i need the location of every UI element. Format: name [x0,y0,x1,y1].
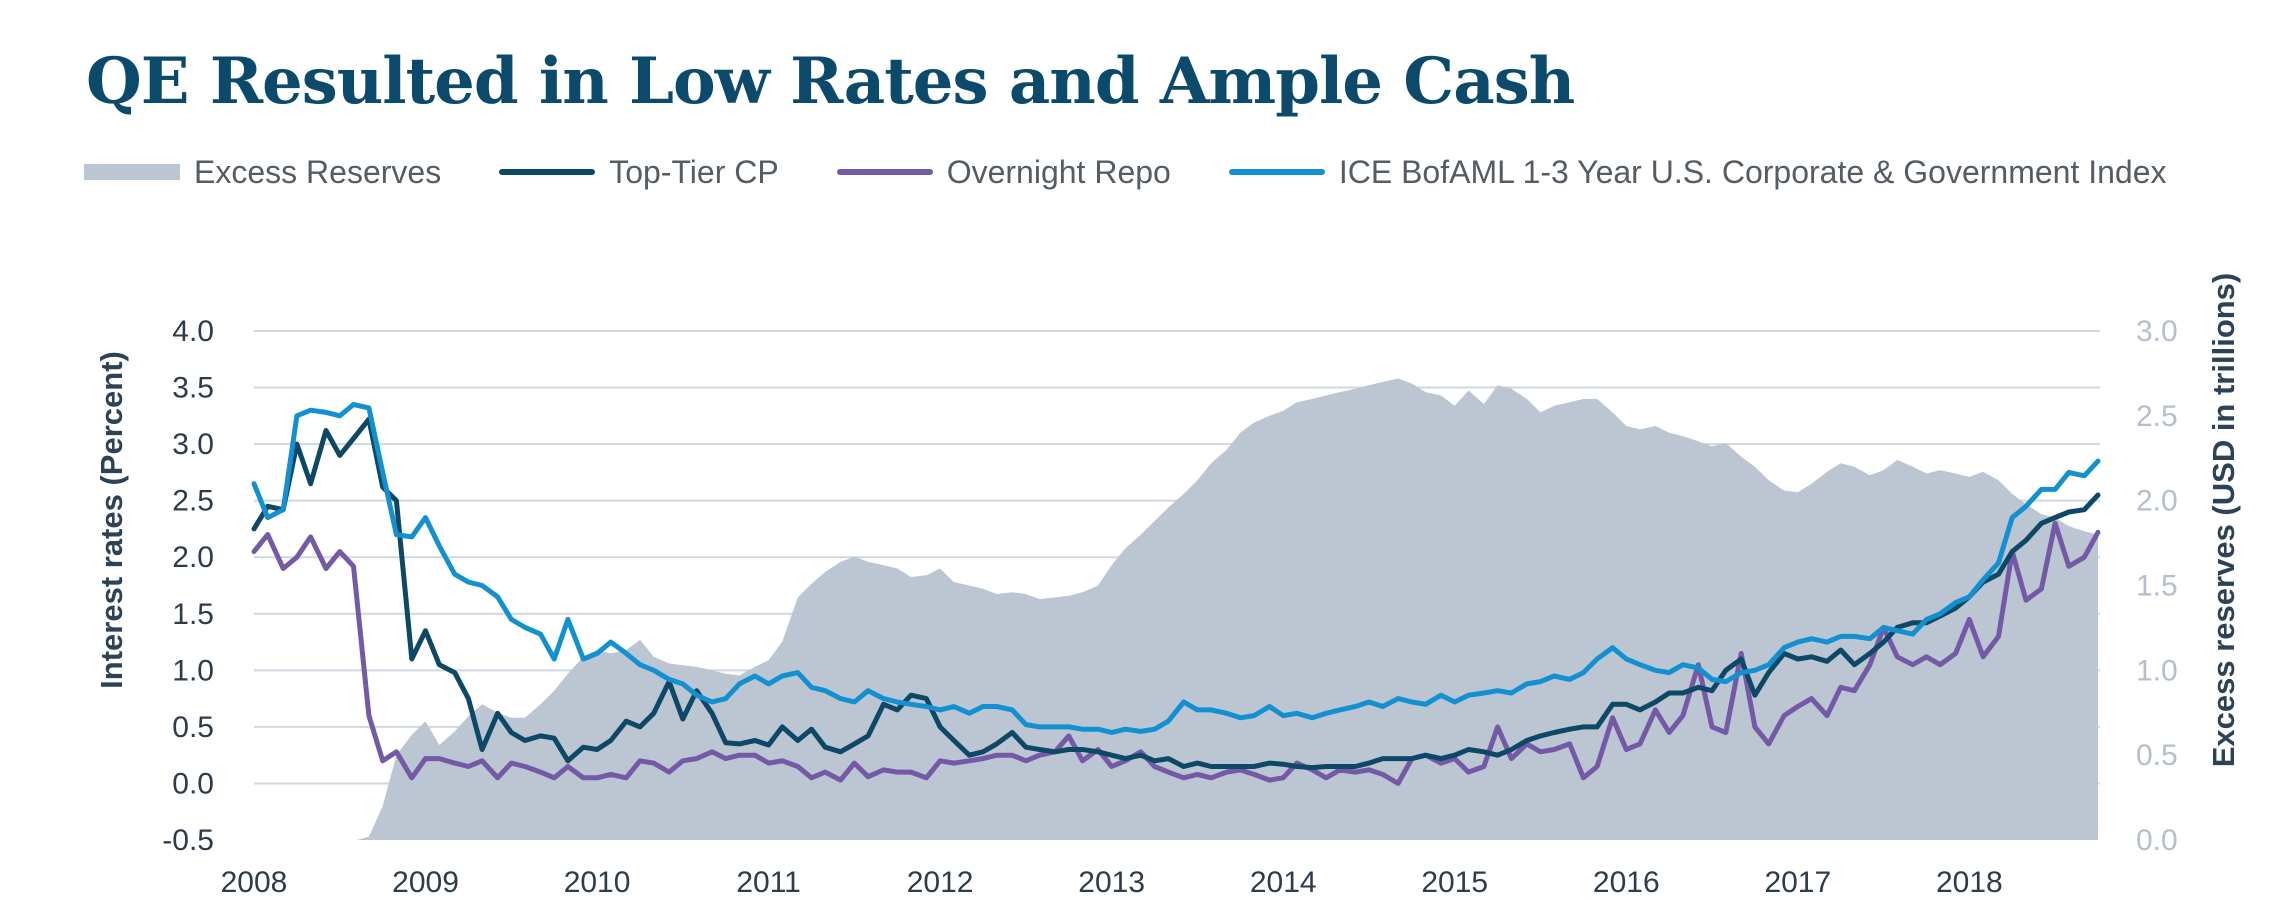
x-tick-label: 2012 [907,866,974,899]
y-tick-label: 4.0 [172,315,214,348]
x-tick-label: 2016 [1593,866,1660,899]
y-tick-label: 3.0 [172,428,214,461]
legend-item-overnight-repo: Overnight Repo [836,153,1171,191]
legend-label-excess-reserves: Excess Reserves [194,153,442,190]
y2-tick-label: 1.5 [2136,570,2178,603]
x-tick-label: 2017 [1764,866,1831,899]
x-tick-label: 2018 [1936,866,2003,899]
y2-tick-label: 2.5 [2136,400,2178,433]
y-tick-label: 1.0 [172,654,214,687]
y2-tick-label: 1.0 [2136,654,2178,687]
y-tick-label: 1.5 [172,598,214,631]
legend-swatch-overnight-repo [836,169,933,175]
overnight-repo-line [251,520,2101,786]
legend-item-top-tier-cp: Top-Tier CP [499,154,779,191]
legend-label-ice-bofaml-index: ICE BofAML 1-3 Year U.S. Corporate & Gov… [1338,153,2167,190]
y-tick-label: 0.0 [172,767,214,800]
y2-tick-label: 3.0 [2136,315,2178,348]
y-axis-left-title: Interest rates (Percent) [94,351,129,689]
legend-item-excess-reserves: Excess Reserves [84,154,441,191]
legend-swatch-excess-reserves [84,164,180,180]
y2-tick-label: 2.0 [2136,485,2178,518]
x-tick-label: 2011 [736,866,801,899]
y-tick-label: 0.5 [172,711,214,744]
ice-bofaml-index-line [251,402,2101,735]
rate-lines-group [251,402,2101,786]
x-tick-label: 2008 [221,866,288,899]
y-tick-label: 3.5 [172,372,214,405]
x-tick-label: 2013 [1078,866,1145,899]
chart-title: QE Resulted in Low Rates and Ample Cash [86,44,1575,119]
y-tick-label: 2.0 [172,541,214,574]
legend-swatch-top-tier-cp [499,169,596,175]
legend-label-top-tier-cp: Top-Tier CP [609,153,779,190]
legend-label-overnight-repo: Overnight Repo [946,153,1171,190]
y-tick-label: 2.5 [172,485,214,518]
x-tick-label: 2009 [392,866,459,899]
y2-tick-label: 0.5 [2136,739,2178,772]
legend-swatch-ice-bofaml-index [1228,169,1325,175]
x-tick-label: 2015 [1421,866,1488,899]
tick-labels-group: 4.0 3.5 3.0 2.5 2.0 1.5 1.0 0.5 0.0 -0.5 3.0 2.5 2.0… [162,315,2177,899]
y2-tick-label: 0.0 [2136,824,2178,857]
x-tick-label: 2010 [564,866,631,899]
y-axis-right-title: Excess reserves (USD in trillions) [2206,273,2241,768]
legend: Excess Reserves Top-Tier CP Overnight Re… [84,150,2167,194]
legend-item-ice-bofaml-index: ICE BofAML 1-3 Year U.S. Corporate & Gov… [1228,153,2167,191]
x-tick-label: 2014 [1250,866,1317,899]
y-tick-label: -0.5 [162,824,214,857]
top-tier-cp-line [251,416,2101,771]
